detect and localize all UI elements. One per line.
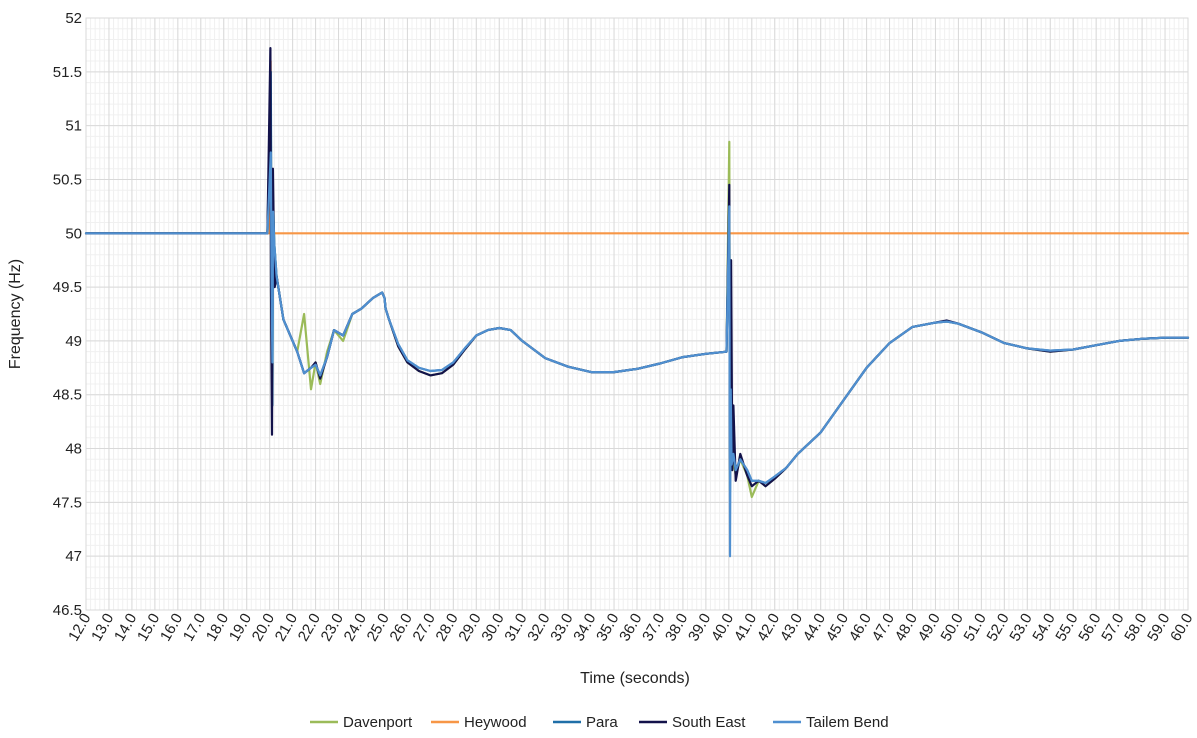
x-tick-label: 42.0 (754, 611, 783, 645)
x-tick-label: 43.0 (777, 611, 806, 645)
x-tick-label: 29.0 (455, 611, 484, 645)
x-tick-label: 40.0 (708, 611, 737, 645)
x-tick-label: 33.0 (547, 611, 576, 645)
y-axis-title: Frequency (Hz) (7, 259, 24, 369)
y-tick-label: 51 (65, 118, 82, 135)
legend: Davenport Heywood Para South East Tailem Ben… (310, 714, 889, 731)
y-tick-label: 50.5 (53, 171, 82, 188)
y-tick-label: 51.5 (53, 64, 82, 81)
x-tick-label: 15.0 (134, 611, 163, 645)
x-tick-label: 57.0 (1098, 611, 1127, 645)
x-tick-label: 48.0 (892, 611, 921, 645)
x-tick-label: 38.0 (662, 611, 691, 645)
x-tick-label: 23.0 (318, 611, 347, 645)
x-tick-label: 53.0 (1006, 611, 1035, 645)
x-tick-label: 35.0 (593, 611, 622, 645)
x-tick-label: 31.0 (501, 611, 530, 645)
legend-label-davenport: Davenport (343, 714, 413, 731)
x-tick-label: 26.0 (387, 611, 416, 645)
y-tick-label: 50 (65, 225, 82, 242)
x-tick-label: 55.0 (1052, 611, 1081, 645)
x-tick-label: 59.0 (1144, 611, 1173, 645)
x-tick-label: 44.0 (800, 611, 829, 645)
x-tick-label: 22.0 (295, 611, 324, 645)
x-tick-label: 27.0 (410, 611, 439, 645)
x-tick-label: 51.0 (961, 611, 990, 645)
y-tick-label: 46.5 (53, 602, 82, 619)
x-tick-label: 37.0 (639, 611, 668, 645)
x-tick-label: 54.0 (1029, 611, 1058, 645)
y-tick-label: 48.5 (53, 387, 82, 404)
x-tick-label: 21.0 (272, 611, 301, 645)
y-tick-label: 47 (65, 548, 82, 565)
x-tick-label: 24.0 (341, 611, 370, 645)
x-tick-label: 52.0 (983, 610, 1012, 644)
x-axis-title: Time (seconds) (580, 670, 690, 687)
y-tick-label: 52 (65, 10, 82, 27)
x-tick-label: 18.0 (203, 611, 232, 645)
x-tick-label: 47.0 (869, 611, 898, 645)
x-tick-label: 14.0 (111, 611, 140, 645)
x-tick-label: 17.0 (180, 611, 209, 645)
x-tick-label: 41.0 (731, 611, 760, 645)
x-tick-label: 16.0 (157, 611, 186, 645)
x-tick-label: 39.0 (685, 611, 714, 645)
x-tick-label: 25.0 (364, 611, 393, 645)
x-tick-label: 34.0 (570, 611, 599, 645)
x-tick-label: 30.0 (478, 611, 507, 645)
major-grid (85, 17, 1189, 611)
x-tick-label: 20.0 (249, 611, 278, 645)
legend-label-tailem-bend: Tailem Bend (806, 714, 889, 731)
x-axis-ticks: 12.013.014.015.016.017.018.019.020.021.0… (65, 610, 1196, 644)
series-line-tailem-bend (84, 151, 1190, 558)
y-axis-ticks: 46.5 47 47.5 48 48.5 49 49.5 50 50.5 51 51.5 52 (53, 10, 82, 619)
legend-label-para: Para (586, 714, 618, 731)
x-tick-label: 60.0 (1167, 611, 1196, 645)
plot-area (85, 17, 1189, 611)
series-lines (84, 46, 1190, 558)
legend-label-heywood: Heywood (464, 714, 527, 731)
x-tick-label: 32.0 (524, 611, 553, 645)
y-tick-label: 47.5 (53, 494, 82, 511)
legend-label-south-east: South East (672, 714, 746, 731)
x-tick-label: 56.0 (1075, 611, 1104, 645)
x-tick-label: 19.0 (226, 611, 255, 645)
y-tick-label: 48 (65, 441, 82, 458)
y-tick-label: 49.5 (53, 279, 82, 296)
x-tick-label: 36.0 (616, 611, 645, 645)
x-tick-label: 28.0 (432, 611, 461, 645)
x-tick-label: 50.0 (938, 611, 967, 645)
y-tick-label: 49 (65, 333, 82, 350)
x-tick-label: 46.0 (846, 611, 875, 645)
x-tick-label: 13.0 (88, 611, 117, 645)
x-tick-label: 45.0 (823, 611, 852, 645)
x-tick-label: 49.0 (915, 611, 944, 645)
x-tick-label: 58.0 (1121, 611, 1150, 645)
